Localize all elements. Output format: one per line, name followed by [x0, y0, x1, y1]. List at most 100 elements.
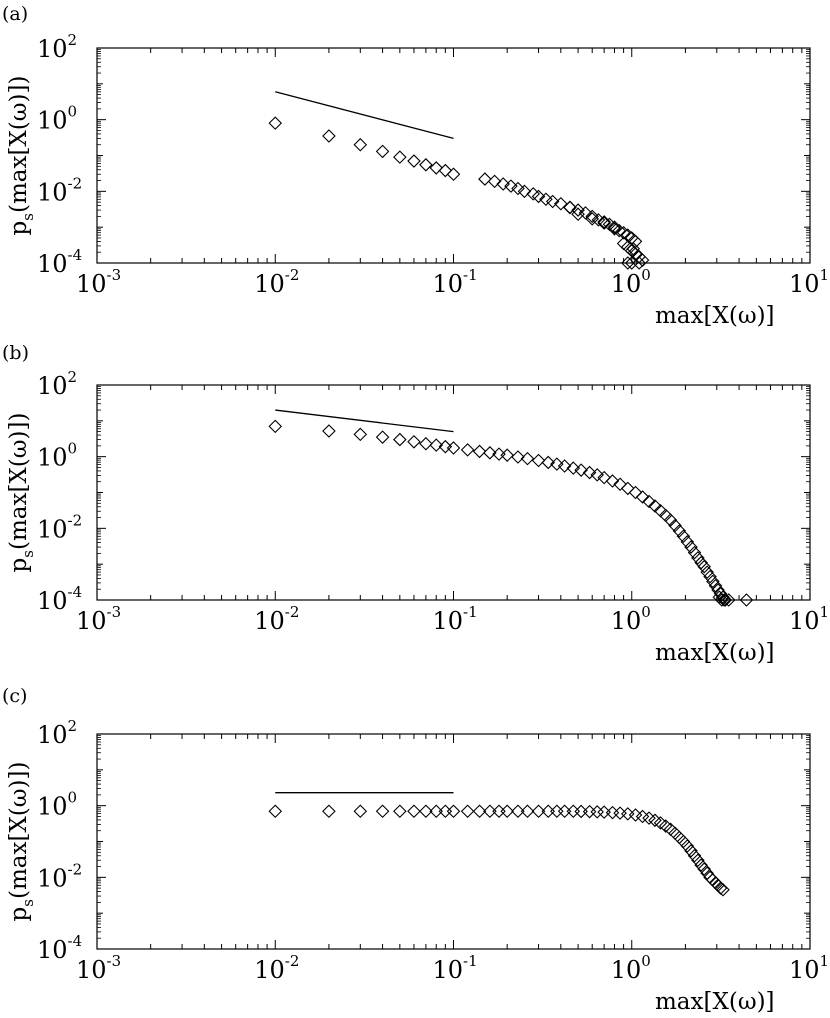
x-tick-label: 101 — [789, 603, 829, 635]
y-tick-label: 10-2 — [37, 174, 82, 206]
data-point — [621, 481, 635, 496]
panel-label: (a) — [2, 3, 28, 25]
data-point — [613, 477, 627, 492]
data-point — [566, 461, 581, 475]
data-point — [429, 438, 444, 452]
data-point — [632, 256, 646, 270]
data-point — [550, 804, 564, 818]
data-point — [322, 804, 336, 818]
data-point — [597, 805, 611, 819]
x-tick-label: 100 — [611, 952, 651, 984]
data-point — [504, 179, 518, 193]
data-point — [691, 853, 705, 868]
data-point — [353, 804, 368, 818]
data-point — [511, 804, 525, 818]
data-point — [590, 468, 604, 482]
data-point — [605, 805, 620, 820]
reference-line — [275, 409, 454, 433]
data-point — [393, 804, 407, 818]
data-point — [703, 569, 717, 584]
data-point — [446, 441, 461, 455]
data-point — [718, 593, 733, 607]
data-point — [715, 593, 729, 607]
y-tick-label: 10-4 — [37, 246, 82, 278]
data-point — [511, 450, 525, 464]
y-tick-label: 10-2 — [37, 860, 82, 892]
data-point — [419, 158, 433, 172]
data-point — [680, 839, 695, 853]
y-tick-label: 10-4 — [37, 583, 82, 615]
data-point — [500, 804, 514, 818]
y-tick-label: 100 — [37, 103, 77, 135]
y-axis-title: ps(max[X(ω)]) — [6, 413, 37, 573]
data-point — [597, 470, 611, 485]
data-point — [687, 848, 702, 863]
plot-frame — [96, 384, 811, 601]
data-point — [531, 453, 546, 468]
data-point — [478, 172, 492, 186]
plot-frame — [96, 47, 811, 264]
data-point — [621, 807, 635, 821]
data-point — [492, 804, 506, 818]
y-tick-label: 10-4 — [37, 932, 82, 964]
data-point — [607, 222, 622, 236]
data-point — [616, 225, 631, 240]
x-tick-label: 10-1 — [433, 952, 478, 984]
data-point — [438, 804, 453, 818]
data-point — [626, 241, 641, 256]
data-point — [566, 804, 581, 818]
data-point — [635, 253, 650, 267]
data-point — [713, 586, 728, 601]
data-point — [676, 529, 691, 544]
data-point — [687, 545, 702, 560]
data-point — [375, 144, 390, 159]
data-point — [585, 212, 599, 226]
data-point — [393, 150, 407, 164]
x-tick-label: 10-3 — [76, 266, 121, 298]
data-point — [419, 804, 433, 818]
y-tick-label: 102 — [37, 368, 77, 400]
data-point — [582, 804, 597, 819]
data-point — [492, 447, 506, 461]
data-point — [520, 451, 535, 466]
y-tick-label: 10-2 — [37, 511, 82, 543]
data-point — [557, 459, 572, 473]
data-point — [483, 804, 497, 818]
x-tick-label: 100 — [611, 266, 651, 298]
data-point — [541, 455, 556, 470]
data-point — [672, 524, 687, 538]
y-axis-title: ps(max[X(ω)]) — [6, 762, 37, 922]
data-point — [635, 490, 650, 504]
data-point — [574, 463, 588, 477]
data-point — [511, 181, 525, 196]
x-tick-label: 10-2 — [254, 952, 299, 984]
x-tick-label: 10-2 — [254, 603, 299, 635]
data-point — [483, 446, 497, 460]
data-point — [407, 154, 421, 168]
data-point — [517, 184, 532, 199]
data-point — [487, 174, 502, 189]
data-point — [684, 540, 698, 554]
data-point — [407, 804, 421, 818]
y-axis-title: ps(max[X(ω)]) — [6, 76, 37, 236]
data-point — [268, 804, 283, 818]
data-point — [739, 593, 754, 607]
x-tick-label: 10-1 — [433, 266, 478, 298]
data-point — [605, 474, 620, 488]
data-point — [500, 448, 514, 462]
data-point — [571, 207, 585, 221]
data-point — [716, 882, 730, 897]
data-point — [628, 485, 643, 500]
data-point — [322, 424, 336, 438]
data-point — [472, 804, 487, 818]
data-point — [642, 811, 656, 825]
x-tick-label: 10-3 — [76, 952, 121, 984]
x-tick-label: 101 — [789, 266, 829, 298]
data-point — [429, 161, 444, 175]
chart-panel: (b) 10-3 10-2 10-1 100 101 10-4 10-2 100 102 max[X… — [2, 342, 829, 666]
data-point — [621, 256, 635, 270]
chart-panel: (c) 10-3 10-2 10-1 100 101 10-4 10-2 100 102 max[X… — [2, 685, 829, 1015]
data-point — [472, 444, 487, 459]
data-point — [713, 881, 728, 895]
